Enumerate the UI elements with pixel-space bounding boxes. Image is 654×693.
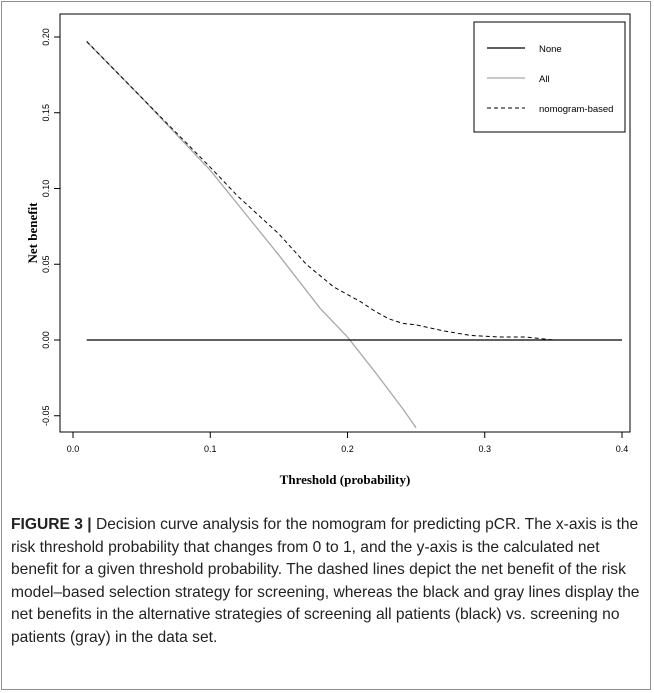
x-tick-label: 0.0 <box>67 444 80 454</box>
x-tick-label: 0.1 <box>204 444 217 454</box>
series-line-all <box>86 41 417 429</box>
y-tick-label: -0.05 <box>41 405 51 426</box>
legend-label-all: All <box>539 74 550 85</box>
figure-caption: FIGURE 3 | Decision curve analysis for t… <box>11 514 641 649</box>
y-axis-label: Net benefit <box>25 202 40 264</box>
legend-box <box>473 21 626 133</box>
y-tick-label: 0.20 <box>41 28 51 46</box>
y-tick-label: 0.15 <box>41 104 51 122</box>
figure-label: FIGURE 3 | <box>11 516 92 533</box>
decision-curve-chart: 0.0 0.1 0.2 0.3 0.4 -0.05 0.00 0.05 0.10 0.15 0.20… <box>25 13 631 487</box>
legend-label-none: None <box>539 44 562 55</box>
x-tick-label: 0.4 <box>616 444 629 454</box>
x-tick-label: 0.2 <box>341 444 354 454</box>
x-tick-label: 0.3 <box>478 444 491 454</box>
y-tick-label: 0.05 <box>41 255 51 273</box>
caption-text: Decision curve analysis for the nomogram… <box>11 516 640 646</box>
legend: None All nomogram-based <box>473 21 626 133</box>
x-axis-label: Threshold (probability) <box>280 472 411 487</box>
legend-label-nomogram-based: nomogram-based <box>539 104 613 115</box>
y-tick-label: 0.10 <box>41 180 51 198</box>
y-tick-label: 0.00 <box>41 331 51 349</box>
